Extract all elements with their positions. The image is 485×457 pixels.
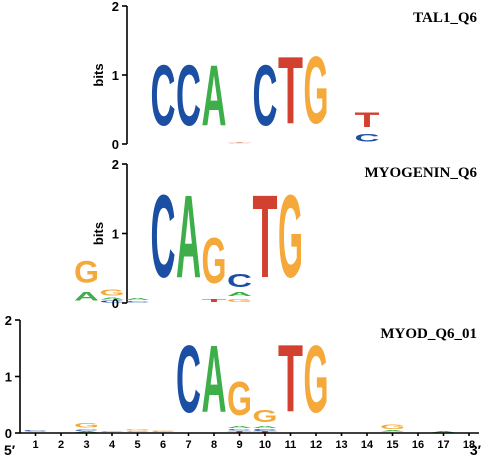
y-tick-label: 1 xyxy=(5,370,12,385)
letter-thymine: T xyxy=(278,36,303,144)
y-axis-label: bits xyxy=(91,222,106,245)
letter-cytosine: C xyxy=(150,171,175,303)
position-label: 4 xyxy=(109,439,116,451)
position-label: 7 xyxy=(185,439,191,451)
letter-adenine: A xyxy=(380,430,405,432)
letter-guanine: G xyxy=(125,428,150,430)
letter-adenine: A xyxy=(227,426,252,429)
letter-guanine: G xyxy=(227,143,252,144)
five-prime-label: 5′ xyxy=(4,442,16,457)
position-label: 16 xyxy=(412,439,424,451)
position-label: 13 xyxy=(335,439,347,451)
letter-adenine: A xyxy=(74,289,99,303)
y-tick-label: 0 xyxy=(5,426,12,441)
letter-adenine: A xyxy=(202,327,227,433)
position-label: 15 xyxy=(386,439,398,451)
position-label: 9 xyxy=(236,439,242,451)
letter-guanine: G xyxy=(304,326,329,433)
logo-title: TAL1_Q6 xyxy=(413,10,477,26)
letter-guanine: G xyxy=(227,297,252,303)
letter-thymine: T xyxy=(355,107,380,131)
letter-thymine: T xyxy=(227,141,252,142)
letter-cytosine: C xyxy=(125,431,150,432)
position-label: 5 xyxy=(134,439,140,451)
letter-thymine: T xyxy=(202,298,227,303)
letter-cytosine: C xyxy=(253,429,278,432)
letter-thymine: T xyxy=(227,431,252,433)
letter-cytosine: C xyxy=(151,48,176,144)
position-label: 8 xyxy=(211,439,217,451)
letter-guanine: G xyxy=(227,372,252,426)
y-tick-label: 2 xyxy=(112,0,119,14)
letter-adenine: A xyxy=(253,426,278,429)
letter-thymine: T xyxy=(278,324,303,432)
position-label: 10 xyxy=(259,439,271,451)
position-label: 17 xyxy=(437,439,449,451)
letter-cytosine: C xyxy=(23,430,48,432)
y-tick-label: 1 xyxy=(112,68,119,83)
letter-thymine: T xyxy=(253,431,278,433)
letter-cytosine: C xyxy=(74,429,99,431)
position-label: 3 xyxy=(83,439,89,451)
letter-guanine: G xyxy=(253,407,278,426)
y-tick-label: 2 xyxy=(112,157,119,172)
letter-guanine: G xyxy=(278,172,303,303)
position-label: 2 xyxy=(58,439,64,451)
letter-cytosine: C xyxy=(253,48,278,144)
logo-title: MYOGENIN_Q6 xyxy=(365,165,478,181)
position-label: 14 xyxy=(361,439,374,451)
y-axis-label: bits xyxy=(91,63,106,86)
letter-guanine: G xyxy=(74,254,99,289)
letter-cytosine: C xyxy=(176,327,201,433)
letter-adenine: A xyxy=(227,291,252,297)
letter-cytosine: C xyxy=(100,431,125,432)
letter-adenine: A xyxy=(202,48,227,144)
letter-guanine: G xyxy=(380,423,405,430)
letter-guanine: G xyxy=(304,39,329,145)
position-label: 6 xyxy=(160,439,166,451)
letter-guanine: G xyxy=(151,430,176,431)
position-label: 18 xyxy=(463,439,475,451)
letter-cytosine: C xyxy=(227,270,252,291)
y-tick-label: 0 xyxy=(112,296,119,311)
y-tick-label: 2 xyxy=(5,313,12,328)
letter-cytosine: C xyxy=(355,132,380,144)
logo-panel-3: 012bitsMYOD_Q6_01GCACGGCACGACGCATCAGTCAG… xyxy=(5,313,477,441)
letter-thymine: T xyxy=(253,170,278,302)
logo-title: MYOD_Q6_01 xyxy=(380,326,477,342)
letter-adenine: A xyxy=(176,171,201,303)
letter-adenine: A xyxy=(100,298,125,301)
y-tick-label: 1 xyxy=(112,227,119,242)
three-prime-label: 3′ xyxy=(470,442,482,457)
letter-cytosine: C xyxy=(227,429,252,431)
letter-cytosine: C xyxy=(176,48,201,144)
position-label: 12 xyxy=(310,439,322,451)
position-label: 1 xyxy=(32,439,38,451)
letter-guanine: G xyxy=(100,288,125,298)
y-tick-label: 0 xyxy=(112,137,119,152)
letter-cytosine: C xyxy=(125,301,150,303)
position-label: 11 xyxy=(285,439,297,451)
letter-cytosine: C xyxy=(100,300,125,303)
letter-cytosine: C xyxy=(151,431,176,432)
x-axis: 1 2 3 4 5 6 7 8 9 10 11 12 13 14 15 16 17 185′ 3′ xyxy=(4,432,482,457)
letter-guanine: G xyxy=(74,422,99,429)
letter-guanine: G xyxy=(202,223,227,297)
letter-adenine: A xyxy=(125,298,150,301)
